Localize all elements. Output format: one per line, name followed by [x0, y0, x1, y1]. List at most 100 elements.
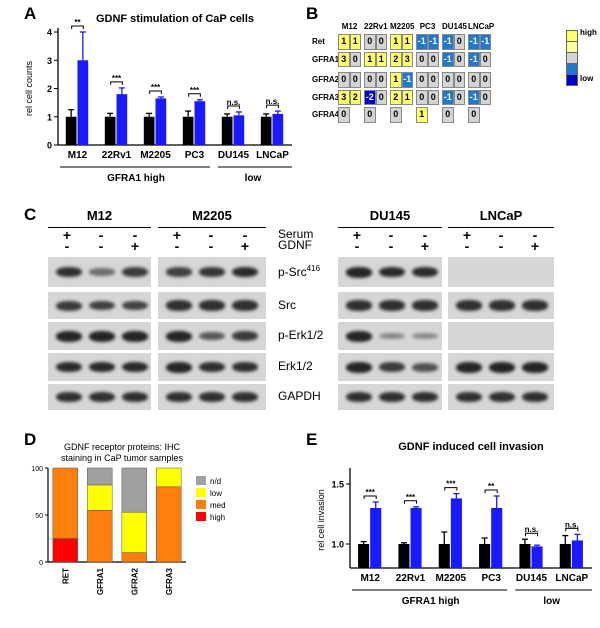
- y-tick-label: 0: [39, 560, 43, 567]
- blot-band: [199, 266, 225, 278]
- blot-band: [89, 268, 115, 276]
- heatmap-row-label: Ret: [312, 37, 325, 46]
- legend-label: low: [210, 489, 222, 498]
- blot-band: [166, 361, 192, 373]
- heatmap-cell: -1: [427, 34, 439, 50]
- x-tick-label: 22Rv1: [396, 573, 426, 584]
- condition-sign: -: [174, 238, 180, 254]
- blot-panel: [448, 322, 554, 350]
- condition-sign: -: [64, 238, 70, 254]
- blot-band: [412, 266, 438, 278]
- blot-band: [56, 361, 82, 373]
- significance-bracket: [227, 105, 240, 109]
- x-tick-label: DU145: [218, 150, 250, 161]
- heatmap-cell: 1: [349, 34, 361, 50]
- y-tick-label: 2: [47, 84, 52, 94]
- blot-group-label: M12: [86, 208, 113, 223]
- significance-label: ***: [112, 74, 122, 83]
- heatmap-cell: 0: [468, 72, 480, 88]
- heatmap-cell: 1: [401, 34, 413, 50]
- significance-bracket: [524, 532, 539, 537]
- blot-band: [412, 332, 438, 340]
- heatmap-cell: 1: [416, 107, 428, 123]
- chart-title-line-2: staining in CaP tumor samples: [61, 453, 183, 463]
- heatmap-cell: 1: [364, 51, 376, 67]
- stacked-bar-segment: [87, 467, 113, 486]
- condition-sign: -: [242, 227, 248, 243]
- blot-band: [232, 300, 258, 311]
- significance-bracket: [565, 527, 579, 532]
- bar: [272, 113, 284, 145]
- blot-band: [412, 300, 438, 311]
- condition-sign: -: [132, 227, 138, 243]
- bar: [194, 101, 206, 145]
- significance-label: n.s.: [525, 525, 539, 534]
- heatmap-column-header: 22Rv1: [364, 22, 388, 31]
- heatmap-cell: 2: [349, 89, 361, 105]
- heatmap-cell: 0: [364, 34, 376, 50]
- y-tick-label: 3: [47, 56, 52, 66]
- heatmap-cell: 0: [427, 51, 439, 67]
- heatmap-cell: -1: [442, 51, 454, 67]
- bar: [155, 98, 167, 145]
- bar: [77, 60, 89, 145]
- heatmap-column-header: M2205: [390, 22, 415, 31]
- condition-sign: +: [240, 238, 250, 254]
- y-tick-label: 4: [47, 28, 52, 38]
- group-label: low: [543, 596, 560, 607]
- heatmap-column-header: M12: [341, 22, 358, 31]
- condition-sign: -: [464, 238, 470, 254]
- x-tick-label: M12: [68, 150, 88, 161]
- heatmap-row-label: GFRA2: [312, 75, 340, 84]
- heatmap-cell: 1: [390, 72, 402, 88]
- legend-swatch: [196, 500, 206, 509]
- heatmap-cell: 0: [453, 89, 465, 105]
- x-tick-label: LNCaP: [555, 573, 588, 584]
- heatmap-cell: -1: [401, 72, 413, 88]
- blot-group-label: LNCaP: [479, 208, 523, 223]
- bar: [65, 116, 77, 145]
- panel-a-chart: GDNF stimulation of CaP cells 0 1 2 3 4 rel ce…: [24, 13, 292, 184]
- x-tick-label: GFRA3: [165, 567, 174, 595]
- blot-band: [489, 391, 515, 403]
- bar: [116, 94, 128, 145]
- blot-band: [232, 391, 258, 403]
- y-tick-label: 100: [31, 466, 43, 473]
- heatmap-cell: -1: [479, 34, 491, 50]
- heatmap-cell: 0: [479, 51, 491, 67]
- heatmap-row-label: GFRA4: [312, 110, 340, 119]
- blot-band: [379, 266, 405, 278]
- protein-label: Erk1/2: [278, 359, 313, 373]
- y-tick-label: 0: [47, 141, 52, 151]
- heatmap-cell: 0: [375, 89, 387, 105]
- x-tick-label: M2205: [436, 573, 467, 584]
- significance-bracket: [266, 104, 279, 109]
- protein-label: p-Erk1/2: [278, 328, 324, 342]
- panel-b-label: B: [306, 4, 319, 23]
- heatmap-row-label: GFRA1: [312, 54, 340, 64]
- condition-sign: +: [420, 238, 430, 254]
- blot-band: [122, 391, 148, 403]
- blot-band: [522, 361, 548, 373]
- x-tick-label: LNCaP: [256, 150, 289, 161]
- y-tick-label: 1: [47, 112, 52, 122]
- chart-title-line-1: GDNF receptor proteins: IHC: [64, 442, 181, 452]
- blot-band: [456, 300, 482, 311]
- stacked-bar-segment: [121, 511, 147, 553]
- heatmap-cell: 1: [375, 51, 387, 67]
- stacked-bar-segment: [87, 510, 113, 563]
- heatmap-cell: 0: [364, 107, 376, 123]
- significance-label: **: [488, 482, 495, 491]
- blot-band: [232, 361, 258, 373]
- x-tick-label: PC3: [481, 573, 501, 584]
- significance-label: n.s.: [227, 98, 241, 107]
- blot-group-label: DU145: [369, 208, 411, 223]
- blot-band: [489, 300, 515, 311]
- condition-sign: +: [130, 238, 140, 254]
- blot-band: [412, 362, 438, 372]
- blot-band: [379, 300, 405, 311]
- stacked-bar-segment: [52, 538, 78, 563]
- legend-label: med: [210, 501, 226, 510]
- blot-band: [379, 362, 405, 372]
- heatmap-cell: 0: [349, 51, 361, 67]
